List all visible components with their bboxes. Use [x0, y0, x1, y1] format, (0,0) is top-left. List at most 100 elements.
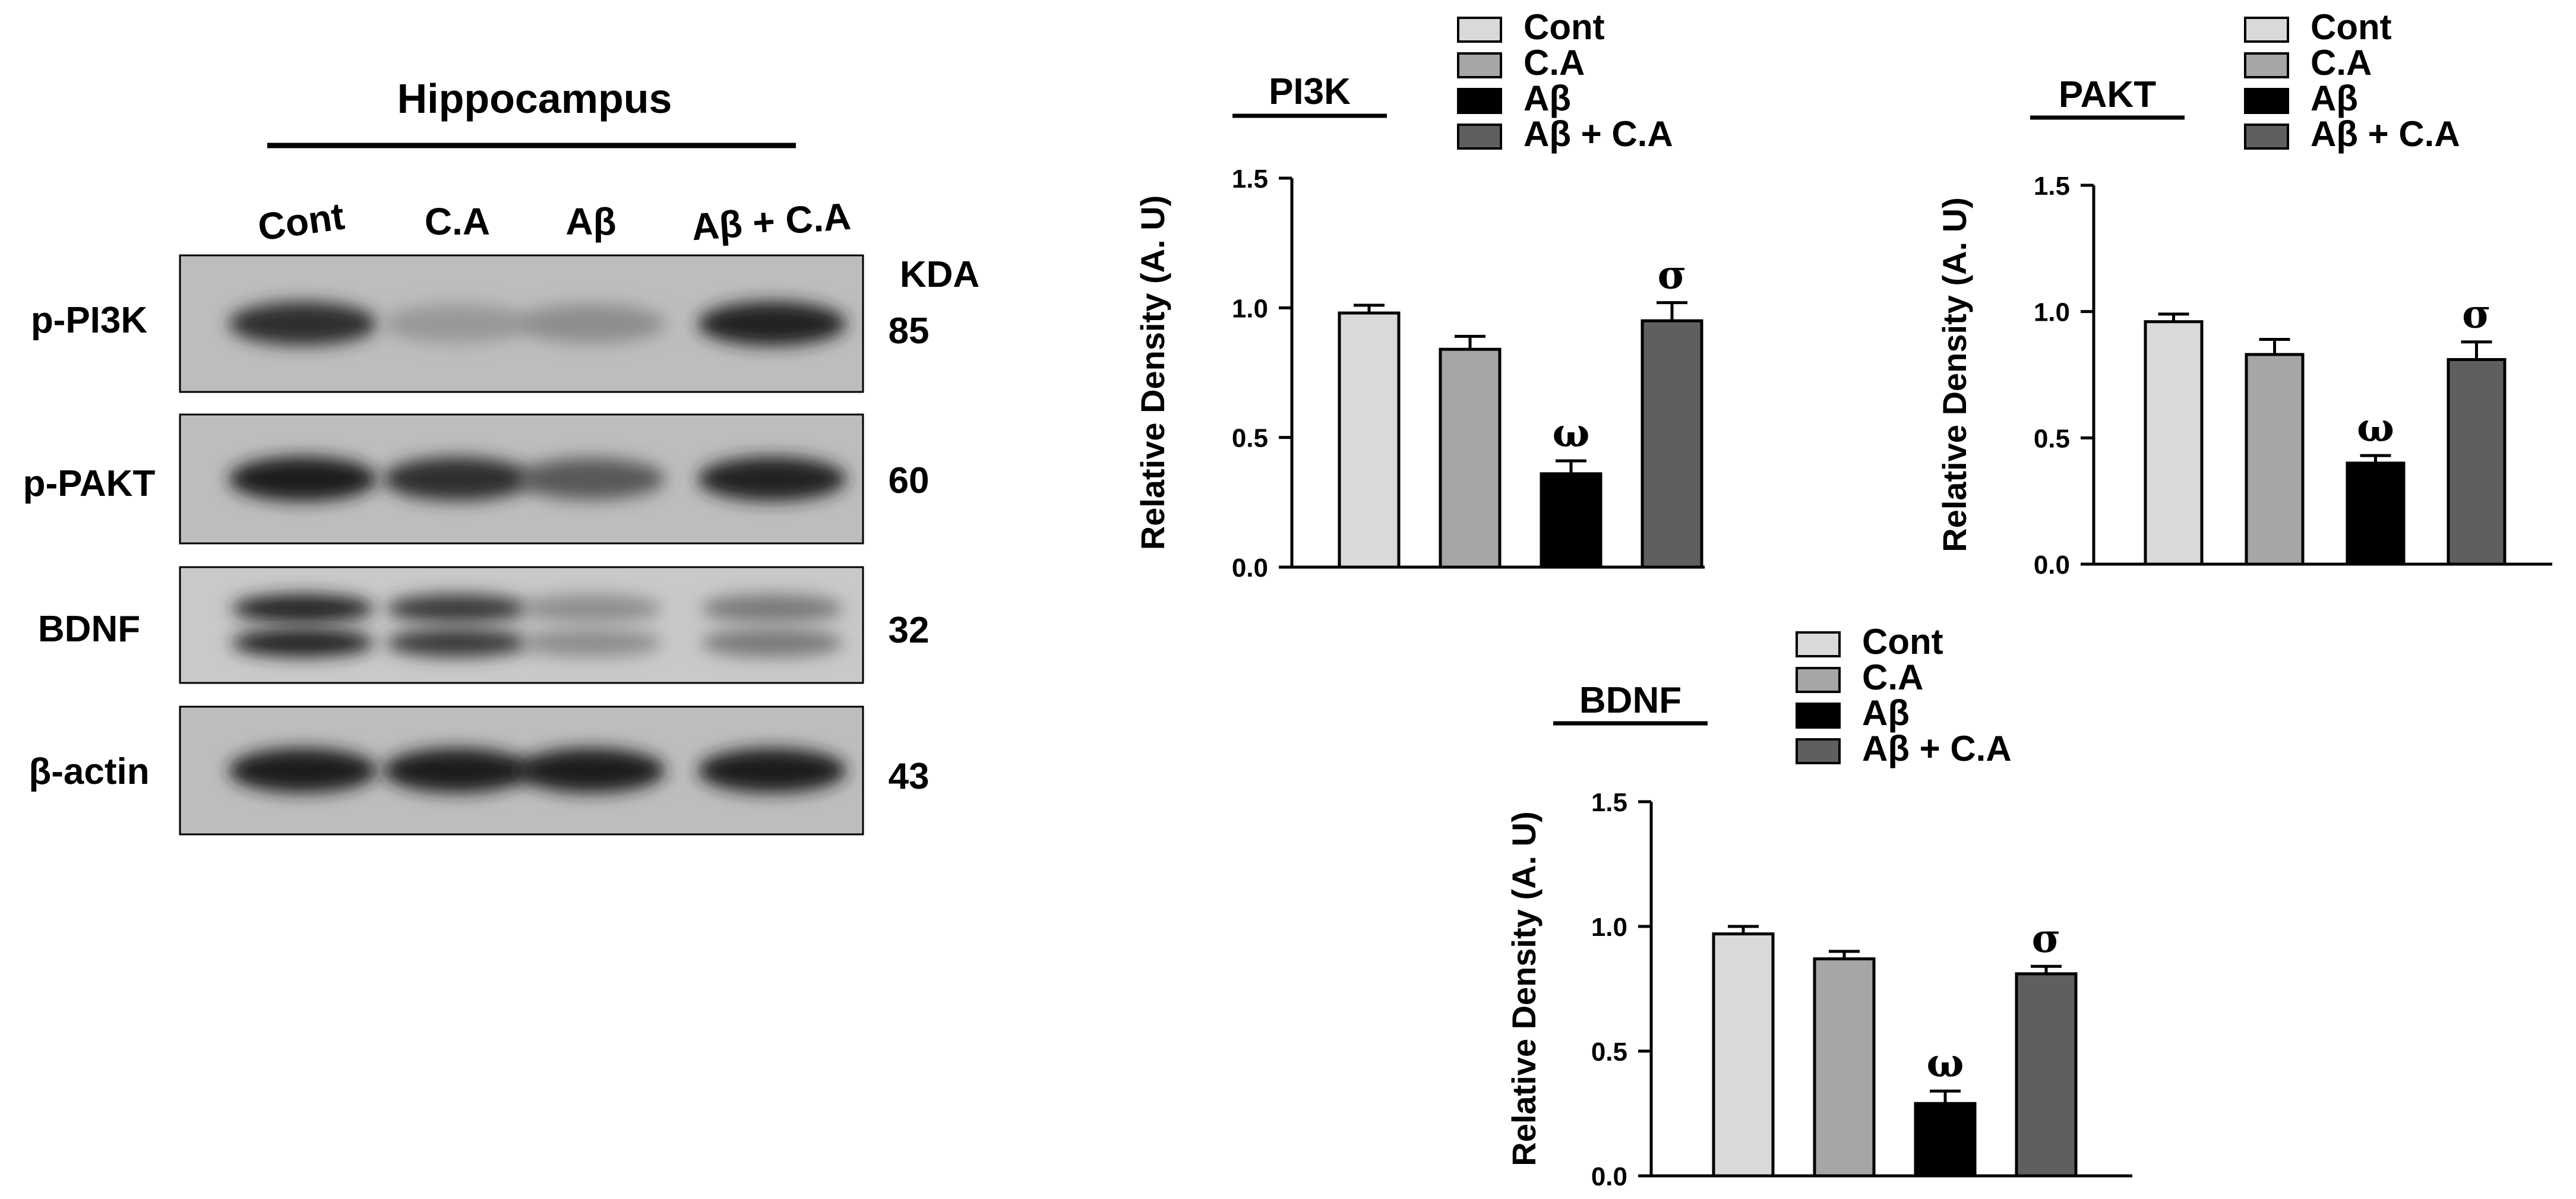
- protein-label: p-PI3K: [31, 300, 148, 341]
- band-abeta-upper: [520, 594, 662, 623]
- lane-label-c-a: C.A: [425, 200, 490, 243]
- legend-swatch-abeta: [1457, 88, 1502, 114]
- legend-swatch-c-a: [1796, 667, 1841, 693]
- y-tick-label: 1.0: [1232, 294, 1268, 323]
- bar-abeta-c-a: [1641, 319, 1703, 569]
- band-abeta-c-a: [698, 301, 846, 346]
- band-abeta: [517, 748, 665, 793]
- bar-c-a: [1439, 347, 1502, 569]
- blot-row-beta-actin: β-actin 43: [29, 706, 930, 836]
- legend-label-abeta-c-a: Aβ + C.A: [1524, 114, 1673, 154]
- bar-abeta: [2346, 461, 2406, 566]
- legend-swatch-abeta-c-a: [2244, 124, 2289, 150]
- chart-title: PI3K: [1269, 71, 1351, 112]
- bar-abeta-c-a: [2015, 972, 2078, 1178]
- legend-swatch-abeta: [1796, 703, 1841, 729]
- significance-mark-abeta: ω: [1553, 410, 1590, 456]
- legend-label-abeta: Aβ: [1862, 693, 1910, 733]
- legend-label-c-a: C.A: [1524, 43, 1585, 83]
- protein-label: p-PAKT: [23, 463, 156, 504]
- bar-cont: [1712, 932, 1775, 1178]
- y-tick-label: 0.5: [1232, 424, 1268, 453]
- y-tick-label: 0.0: [2034, 551, 2070, 580]
- protein-label: β-actin: [29, 751, 149, 792]
- legend-label-abeta-c-a: Aβ + C.A: [2311, 114, 2460, 154]
- band-cont-lower: [232, 628, 374, 657]
- lane-label-abeta-c-a: Aβ + C.A: [690, 195, 852, 249]
- kda-value: 43: [889, 756, 930, 797]
- blot-row-bdnf: BDNF 32: [38, 566, 930, 684]
- legend-label-abeta: Aβ: [1524, 78, 1571, 118]
- band-c-a-upper: [386, 594, 529, 623]
- kda-value: 32: [889, 610, 930, 651]
- legend-label-c-a: C.A: [1862, 657, 1923, 697]
- band-abeta-lower: [520, 628, 662, 657]
- blot-rows: p-PI3K 85 p-PAKT 60 BDNF 32 β-actin 43: [23, 254, 930, 836]
- significance-mark-abeta: ω: [1927, 1040, 1964, 1086]
- significance-mark-abeta: ω: [2357, 404, 2394, 451]
- y-tick-label: 0.0: [1232, 553, 1268, 583]
- band-abeta: [517, 458, 665, 500]
- band-abeta-c-a-upper: [701, 594, 843, 623]
- y-axis-label: Relative Density (A. U): [1134, 195, 1171, 551]
- significance-mark-abeta-c-a: σ: [2032, 915, 2061, 961]
- y-tick-label: 0.0: [1591, 1162, 1627, 1191]
- legend-swatch-c-a: [2244, 52, 2289, 78]
- legend-swatch-abeta-c-a: [1796, 738, 1841, 764]
- band-cont: [229, 748, 377, 793]
- legend-label-cont: Cont: [2311, 7, 2392, 47]
- y-tick-label: 1.0: [1591, 913, 1627, 942]
- y-tick-label: 0.5: [2034, 424, 2070, 453]
- band-c-a-lower: [386, 628, 529, 657]
- band-c-a: [383, 304, 532, 343]
- y-tick-label: 1.0: [2034, 298, 2070, 327]
- y-tick-label: 1.5: [1591, 788, 1627, 817]
- bar-cont: [2144, 320, 2204, 566]
- band-abeta-c-a-lower: [701, 628, 843, 657]
- y-tick-label: 1.5: [2034, 172, 2070, 201]
- chart-title: PAKT: [2059, 74, 2156, 115]
- bar-abeta-c-a: [2447, 358, 2507, 566]
- legend-label-cont: Cont: [1862, 622, 1943, 662]
- band-cont-upper: [232, 594, 374, 623]
- blot-row-p-pakt: p-PAKT 60: [23, 413, 930, 545]
- bar-c-a: [1813, 957, 1876, 1178]
- lane-label-cont: Cont: [255, 194, 347, 249]
- western-blot-panel: Hippocampus KDA Cont C.A Aβ Aβ + C.A p-PI3K…: [23, 75, 979, 836]
- bar-abeta: [1914, 1102, 1977, 1178]
- legend-swatch-abeta-c-a: [1457, 124, 1502, 150]
- kda-value: 60: [889, 460, 930, 501]
- bar-c-a: [2245, 353, 2305, 566]
- legend-label-c-a: C.A: [2311, 43, 2372, 83]
- band-abeta-c-a: [698, 457, 846, 501]
- band-abeta-c-a: [698, 748, 846, 793]
- y-tick-label: 0.5: [1591, 1037, 1627, 1067]
- band-c-a: [383, 457, 532, 501]
- band-cont: [229, 302, 377, 346]
- band-c-a: [383, 748, 532, 793]
- legend-swatch-cont: [2244, 17, 2289, 43]
- blot-region-title: Hippocampus: [397, 75, 672, 122]
- legend-swatch-cont: [1796, 631, 1841, 657]
- protein-label: BDNF: [38, 609, 140, 650]
- legend-swatch-c-a: [1457, 52, 1502, 78]
- kda-label: KDA: [900, 254, 979, 295]
- y-tick-label: 1.5: [1232, 164, 1268, 194]
- band-abeta: [517, 303, 665, 344]
- legend-swatch-abeta: [2244, 88, 2289, 114]
- kda-value: 85: [889, 311, 930, 352]
- blot-row-p-pi3k: p-PI3K 85: [31, 254, 930, 393]
- legend-label-cont: Cont: [1524, 7, 1605, 47]
- blot-membrane: [179, 566, 864, 684]
- legend-label-abeta: Aβ: [2311, 78, 2358, 118]
- y-axis-label: Relative Density (A. U): [1505, 811, 1543, 1166]
- bar-abeta: [1540, 472, 1603, 569]
- legend-label-abeta-c-a: Aβ + C.A: [1862, 729, 2012, 768]
- lane-labels: Cont C.A Aβ Aβ + C.A: [255, 194, 852, 249]
